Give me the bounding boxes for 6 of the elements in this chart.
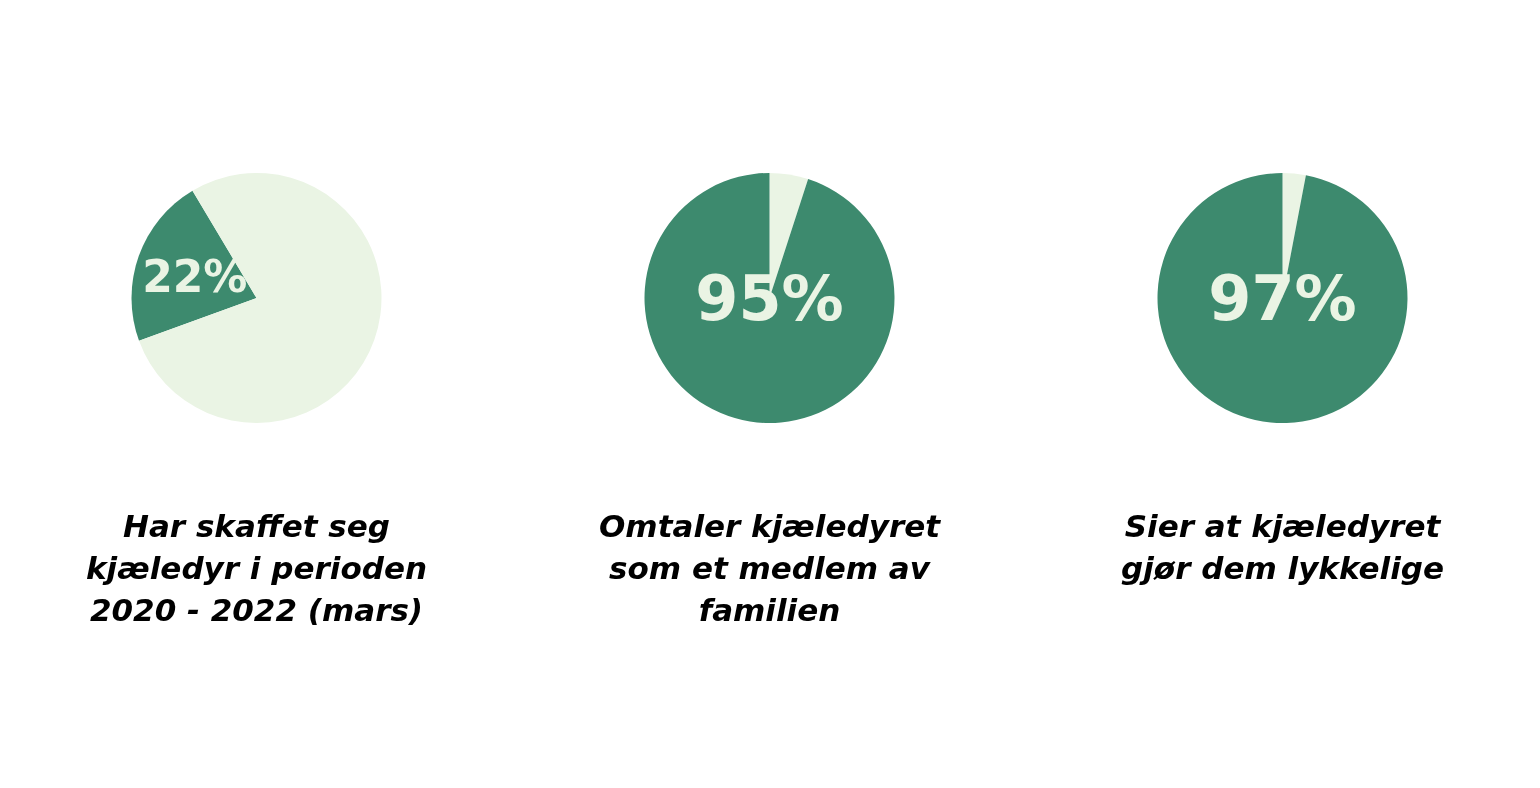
text: Har skaffet seg kjæledyr i perioden 2020 - 2022 (mars) — [85, 507, 428, 630]
data-label: 22% — [142, 250, 248, 302]
data-label: 97% — [1208, 261, 1357, 335]
text: Sier at kjæledyret gjør dem lykkelige — [1120, 507, 1445, 588]
text: Omtaler kjæledyret som et medlem av familien — [598, 507, 942, 630]
data-label: 95% — [695, 261, 844, 335]
